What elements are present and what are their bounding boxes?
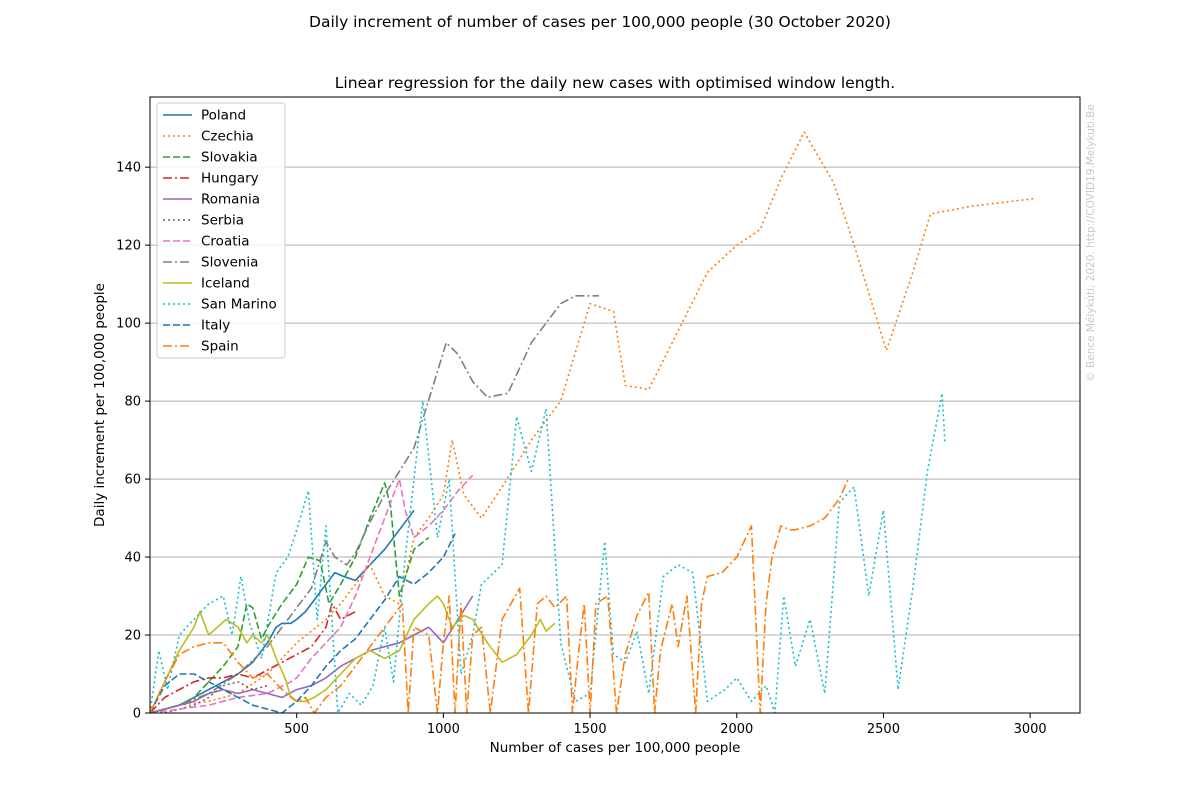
x-tick-label: 2000: [720, 722, 753, 737]
series-line-serbia: [150, 680, 268, 713]
legend-label: Croatia: [201, 234, 250, 250]
legend-box: [156, 102, 286, 359]
legend-label: Poland: [201, 108, 246, 124]
legend-label: Spain: [201, 339, 239, 355]
chart-legend: Poland Czechia Slovakia Hungary Romania Serbi…: [156, 102, 286, 359]
y-tick-label: 60: [124, 473, 141, 488]
x-axis-label: Number of cases per 100,000 people: [490, 740, 741, 756]
series-line-italy: [150, 533, 456, 713]
chart-title: Linear regression for the daily new case…: [335, 74, 895, 92]
series-lines: [150, 131, 1037, 713]
x-tick-label: 3000: [1014, 722, 1047, 737]
legend-label: Romania: [201, 192, 260, 208]
x-axis-ticks: 500 1000 1500 2000 2500 3000: [284, 713, 1047, 737]
x-tick-label: 1500: [574, 722, 607, 737]
series-line-san-marino: [150, 392, 946, 713]
y-tick-label: 0: [133, 707, 141, 722]
series-line-czechia: [150, 131, 1037, 713]
series-line-slovakia: [150, 482, 430, 713]
legend-label: San Marino: [201, 297, 277, 313]
series-line-iceland: [150, 595, 556, 713]
series-line-slovenia: [150, 294, 599, 713]
y-tick-label: 20: [124, 629, 141, 644]
legend-label: Czechia: [201, 129, 254, 145]
legend-label: Slovakia: [201, 150, 258, 166]
legend-label: Italy: [201, 318, 230, 334]
y-tick-label: 140: [116, 161, 141, 176]
y-tick-label: 100: [116, 317, 141, 332]
legend-label: Serbia: [201, 213, 244, 229]
watermark: © Bence Mélykúti, 2020. http://COVID19.M…: [1085, 104, 1097, 382]
plot-area-frame: [149, 96, 1081, 714]
x-tick-label: 1000: [427, 722, 460, 737]
legend-items: Poland Czechia Slovakia Hungary Romania Serbi…: [163, 108, 277, 355]
y-tick-label: 40: [124, 551, 141, 566]
y-axis-label: Daily increment per 100,000 people: [92, 283, 108, 527]
grid-lines: [150, 166, 1080, 714]
series-line-spain: [150, 478, 849, 713]
series-line-hungary: [150, 602, 356, 713]
x-tick-label: 500: [284, 722, 309, 737]
legend-label: Hungary: [201, 171, 259, 187]
y-axis-ticks: 0 20 40 60 80 100 120 140: [116, 161, 150, 722]
series-line-croatia: [150, 474, 474, 713]
legend-label: Iceland: [201, 276, 250, 292]
series-line-poland: [150, 509, 415, 713]
y-tick-label: 120: [116, 239, 141, 254]
figure-suptitle: Daily increment of number of cases per 1…: [309, 13, 891, 31]
x-tick-label: 2500: [867, 722, 900, 737]
y-tick-label: 80: [124, 395, 141, 410]
legend-label: Slovenia: [201, 255, 258, 271]
